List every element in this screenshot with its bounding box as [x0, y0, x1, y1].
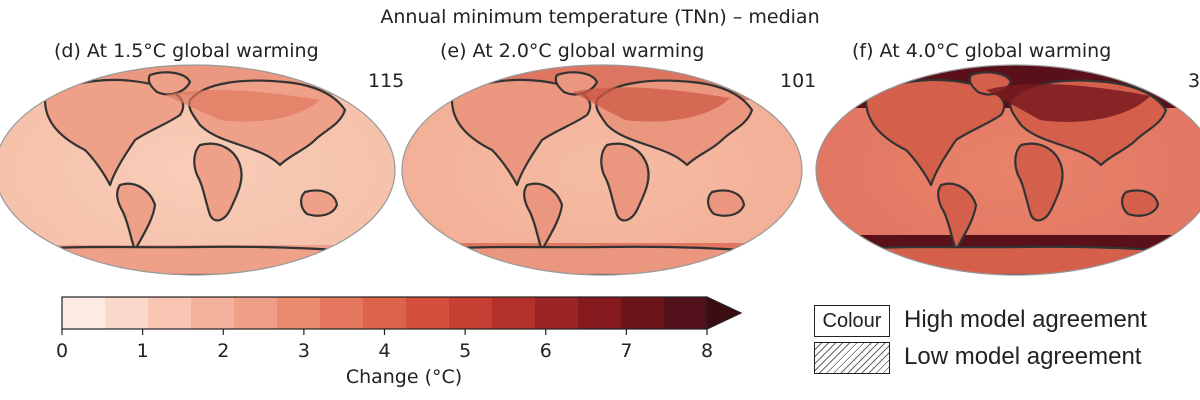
colorbar-tick-label: 0: [55, 340, 69, 362]
colorbar-segment: [621, 297, 665, 329]
colorbar-segment: [578, 297, 622, 329]
panel-d-title: (d) At 1.5°C global warming: [54, 40, 319, 62]
colorbar-segment: [320, 297, 364, 329]
legend-low-agreement: Low model agreement: [904, 343, 1142, 370]
colorbar-segment: [363, 297, 407, 329]
colorbar-extend-arrow: [706, 296, 743, 330]
colorbar-segment: [62, 297, 106, 329]
colorbar-tick-label: 2: [217, 340, 230, 362]
colorbar-tick-label: 1: [136, 340, 149, 362]
map-panel-f: [816, 65, 1200, 275]
colorbar-tick-label: 4: [378, 340, 391, 362]
map-panel-e: [402, 65, 802, 275]
colorbar-segment: [277, 297, 321, 329]
colorbar-tick-label: 6: [539, 340, 552, 362]
colorbar-tick-label: 8: [700, 340, 714, 362]
colorbar-tick-label: 3: [297, 340, 310, 362]
colorbar: [61, 296, 743, 335]
colorbar-segment: [234, 297, 278, 329]
colorbar-segment: [535, 297, 579, 329]
colorbar-label: Change (°C): [345, 366, 463, 388]
colorbar-tick-label: 7: [620, 340, 633, 362]
legend-colour-swatch: Colour: [814, 305, 890, 337]
colorbar-segment: [406, 297, 450, 329]
colorbar-segment: [191, 297, 235, 329]
colorbar-segment: [664, 297, 708, 329]
colorbar-segment: [449, 297, 493, 329]
panel-e-title: (e) At 2.0°C global warming: [440, 40, 705, 62]
colorbar-segment: [148, 297, 192, 329]
legend-high-agreement: High model agreement: [904, 306, 1147, 333]
panel-f-count: 3: [1188, 70, 1200, 92]
legend-hatch-swatch: [814, 342, 890, 374]
colorbar-segment: [105, 297, 149, 329]
panel-d-count: 115: [368, 70, 405, 92]
panel-f-title: (f) At 4.0°C global warming: [852, 40, 1112, 62]
colorbar-segment: [492, 297, 536, 329]
colorbar-tick-label: 5: [459, 340, 472, 362]
panel-e-count: 101: [780, 70, 817, 92]
figure-title: Annual minimum temperature (TNn) – media…: [380, 6, 820, 28]
